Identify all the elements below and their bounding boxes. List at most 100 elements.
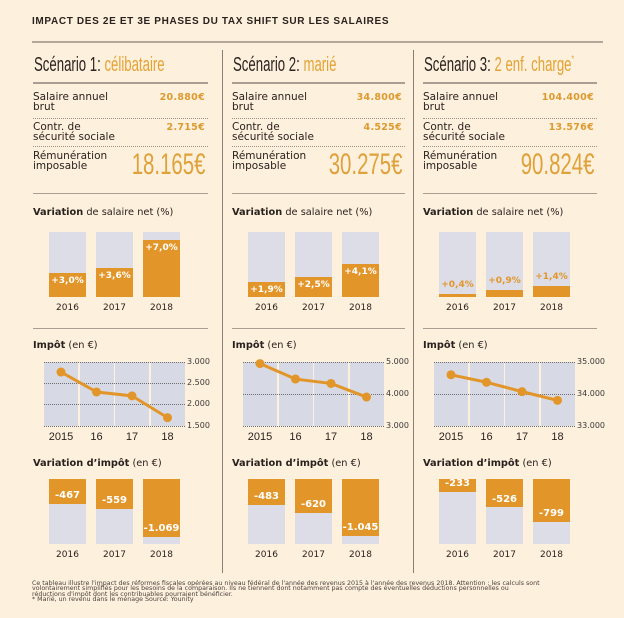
x-axis-label: 2016 — [56, 303, 79, 313]
bar-track — [248, 232, 285, 297]
y-tick-label: 4.000 — [386, 388, 409, 398]
line-plot — [56, 367, 172, 422]
title-rest: (en €) — [129, 457, 162, 469]
data-point — [326, 378, 336, 388]
bar-data-label: -559 — [101, 495, 128, 507]
x-axis-label: 18 — [551, 430, 564, 443]
data-point — [291, 374, 300, 384]
section-rule — [423, 327, 597, 329]
scenario-column-3: Scénario 3: 2 enf. charge* Salaire annue… — [423, 0, 605, 618]
gross-salary-label: Salaire annuel brut — [232, 91, 307, 112]
bar-track — [439, 479, 476, 544]
series-line — [259, 361, 368, 398]
bar-data-label: +7,0% — [145, 243, 178, 254]
data-point — [92, 386, 101, 396]
y-tick-label: 2.500 — [187, 377, 210, 387]
footnote: Ce tableau illustre l'impact des réforme… — [32, 580, 540, 604]
x-axis-label: 17 — [515, 430, 529, 443]
bar-data-label: -483 — [253, 491, 280, 503]
x-axis-label: 2018 — [540, 550, 563, 560]
title-rest: de salaire net (%) — [282, 206, 373, 218]
bar — [342, 263, 379, 297]
dotted-separator — [232, 118, 405, 119]
bar-track — [295, 479, 332, 544]
gross-salary-label: Salaire annuel brut — [423, 91, 498, 113]
scenario-column-2: Scénario 2: marié Salaire annuel brut 34… — [232, 0, 409, 618]
bar-data-label: -526 — [491, 493, 518, 505]
bar — [295, 479, 332, 513]
scenario-heading-text: Scénario 2: marié — [233, 53, 336, 77]
label-line: imposable — [423, 160, 478, 172]
bar-track — [533, 232, 570, 297]
footnote-line: * Marié, un revenu dans le ménage Source… — [32, 596, 194, 604]
tax-title: Impôt (en €) — [33, 339, 98, 352]
bar-data-label: -1.045 — [342, 521, 379, 533]
bar — [248, 281, 285, 297]
section-rule — [33, 327, 208, 329]
gross-salary-label: Salaire annuel brut — [33, 91, 108, 112]
label-line: Rémunération — [232, 150, 307, 162]
data-point — [255, 358, 265, 368]
bar-data-label: +1,9% — [250, 284, 283, 295]
title-rest: (en €) — [328, 457, 361, 469]
x-axis-label: 2018 — [150, 303, 173, 313]
dotted-separator — [33, 146, 208, 147]
x-axis-label: 17 — [125, 430, 139, 443]
tax-change-title: Variation d’impôt (en €) — [423, 457, 552, 470]
gridline — [243, 393, 384, 395]
label-line: Rémunération — [423, 150, 498, 162]
bar — [248, 479, 285, 506]
infographic-title: IMPACT DES 2E ET 3E PHASES DU TAX SHIFT … — [32, 16, 390, 27]
x-axis-label: 16 — [289, 430, 302, 443]
section-rule — [33, 192, 208, 194]
data-point — [163, 412, 172, 422]
x-axis-label: 2016 — [56, 550, 79, 560]
gross-salary-value: 20.880€ — [159, 91, 205, 103]
title-bold: Impôt — [232, 340, 265, 351]
bar — [342, 479, 379, 536]
x-axis-label: 18 — [161, 430, 174, 443]
line-plot — [255, 358, 371, 402]
gridline — [243, 425, 384, 427]
footnote-line: réductions d'impôt dont les contribuable… — [32, 590, 233, 598]
label-line: Contr. de — [33, 120, 81, 133]
bar-track — [248, 479, 285, 544]
scenario-heading: Scénario 2: marié — [233, 53, 390, 77]
label-line: Rémunération — [33, 150, 108, 162]
dotted-separator — [423, 146, 597, 147]
data-point — [127, 390, 137, 400]
bar-track — [49, 479, 86, 544]
label-line: brut — [423, 100, 445, 113]
social-security-value: 13.576€ — [548, 121, 594, 133]
series-line — [450, 372, 558, 402]
bar-data-label: +4,1% — [344, 266, 377, 277]
y-tick-label: 3.000 — [187, 356, 210, 366]
title-rest: (en €) — [65, 340, 98, 351]
bar-track — [439, 232, 476, 297]
bar — [49, 479, 86, 505]
net-salary-chart: +0,4% 2016 +0,9% 2017 +1,4% 2018 — [423, 232, 598, 313]
x-axis-label: 2017 — [103, 303, 126, 313]
x-axis-label: 2017 — [302, 303, 325, 313]
x-axis-label: 2016 — [255, 550, 278, 560]
tax-title: Impôt (en €) — [232, 339, 297, 352]
scenario-heading: Scénario 1: célibataire — [34, 53, 232, 77]
y-tick-label: 5.000 — [386, 356, 409, 366]
taxable-income-value: 18.165€ — [131, 147, 205, 181]
bar-data-label: +0,4% — [441, 280, 474, 291]
footnote-mark: * — [571, 53, 575, 65]
x-axis-label: 2016 — [255, 303, 278, 313]
bar-track — [342, 479, 379, 544]
y-tick-label: 35.000 — [577, 356, 605, 366]
title-rest: (en €) — [264, 340, 297, 351]
x-axis-label: 2015 — [247, 430, 273, 443]
title-bold: Variation — [33, 206, 84, 218]
tax-change-title: Variation d’impôt (en €) — [33, 457, 162, 470]
bar — [439, 293, 476, 297]
gross-salary-value: 104.400€ — [541, 91, 594, 103]
title-rest: de salaire net (%) — [473, 206, 564, 218]
data-point — [362, 392, 371, 402]
title-bold: Variation — [423, 206, 474, 218]
y-tick-label: 3.000 — [386, 420, 409, 430]
x-axis-label: 2018 — [349, 303, 372, 313]
